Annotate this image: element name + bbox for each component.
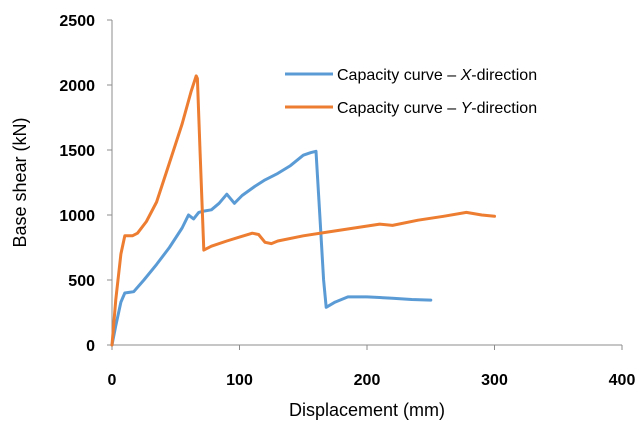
- y-tick-label: 2500: [59, 13, 95, 30]
- legend-label-x-suffix: -direction: [471, 67, 537, 84]
- legend: Capacity curve – X-direction Capacity cu…: [285, 67, 537, 117]
- legend-label-y-prefix: Capacity curve –: [337, 100, 461, 117]
- legend-label-y-italic: Y: [461, 100, 473, 117]
- series-line-y-direction: [110, 74, 496, 347]
- x-tick-label: 0: [108, 372, 117, 389]
- legend-label-x-italic: X: [460, 67, 473, 84]
- series-line-x-direction: [110, 149, 433, 347]
- legend-label-y-direction: Capacity curve – Y-direction: [337, 100, 537, 117]
- y-axis-title: Base shear (kN): [10, 117, 30, 247]
- legend-label-y-suffix: -direction: [471, 100, 537, 117]
- y-tick-label: 1000: [59, 208, 95, 225]
- legend-label-x-prefix: Capacity curve –: [337, 67, 461, 84]
- series-lines: [110, 74, 496, 347]
- x-axis-title: Displacement (mm): [289, 400, 445, 420]
- legend-label-x-direction: Capacity curve – X-direction: [337, 67, 537, 84]
- x-tick-label: 200: [354, 372, 381, 389]
- x-tick-label: 400: [609, 372, 636, 389]
- y-tick-label: 2000: [59, 78, 95, 95]
- x-tick-label: 100: [226, 372, 253, 389]
- ticks: 0 100 200 300 400 0 500 1000 1500 2000 2500: [59, 13, 635, 389]
- y-tick-label: 1500: [59, 143, 95, 160]
- y-tick-label: 500: [68, 273, 95, 290]
- x-tick-label: 300: [481, 372, 508, 389]
- y-tick-label: 0: [86, 338, 95, 355]
